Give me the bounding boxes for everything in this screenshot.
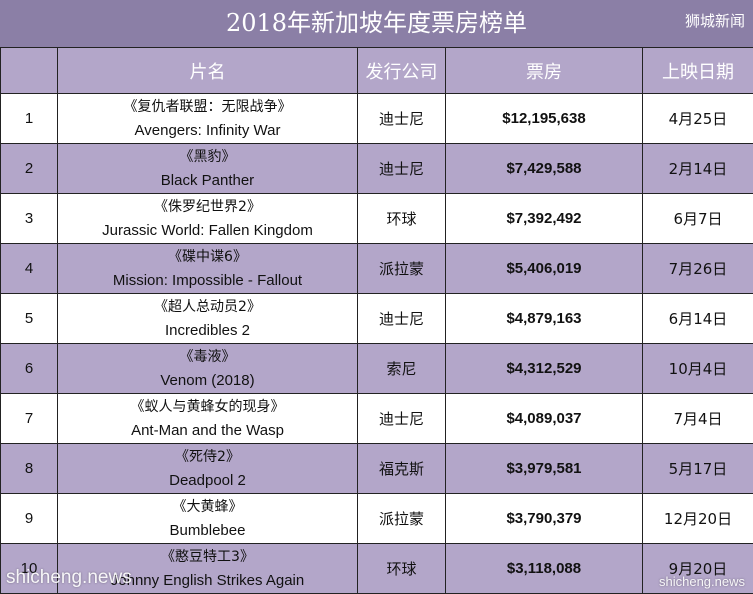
title-cn: 《憨豆特工3》	[161, 548, 254, 565]
release-date-cell: 4月25日	[642, 93, 753, 144]
column-header-title: 片名	[57, 47, 358, 94]
table-row: 3 《侏罗纪世界2》 Jurassic World: Fallen Kingdo…	[0, 193, 753, 244]
rank-cell: 10	[0, 543, 58, 594]
watermark-right: shicheng.news	[659, 574, 745, 589]
gross-cell: $12,195,638	[445, 93, 643, 144]
distributor-cell: 迪士尼	[357, 143, 446, 194]
distributor-cell: 派拉蒙	[357, 243, 446, 294]
rank-cell: 4	[0, 243, 58, 294]
title-cn: 《蚁人与黄蜂女的现身》	[130, 398, 285, 415]
release-date-cell: 9月20日	[642, 543, 753, 594]
title-bar	[0, 0, 753, 47]
table-row: 2 《黑豹》 Black Panther 迪士尼 $7,429,588 2月14…	[0, 143, 753, 194]
rank-cell: 2	[0, 143, 58, 194]
page-title: 2018年新加坡年度票房榜单	[225, 9, 528, 37]
rank-cell: 1	[0, 93, 58, 144]
title-en: Venom (2018)	[160, 371, 255, 389]
rank-cell: 5	[0, 293, 58, 344]
release-date-cell: 6月14日	[642, 293, 753, 344]
title-cn: 《死侍2》	[175, 448, 240, 465]
distributor-cell: 派拉蒙	[357, 493, 446, 544]
column-header-gross: 票房	[445, 47, 643, 94]
column-header-rank	[0, 47, 58, 94]
rank-cell: 3	[0, 193, 58, 244]
gross-cell: $7,392,492	[445, 193, 643, 244]
title-cn: 《黑豹》	[179, 148, 236, 165]
release-date-cell: 7月26日	[642, 243, 753, 294]
title-cn: 《毒液》	[179, 348, 236, 365]
title-en: Black Panther	[160, 171, 255, 189]
watermark-left: shicheng.news	[6, 567, 132, 588]
table-row: 9 《大黄蜂》 Bumblebee 派拉蒙 $3,790,379 12月20日	[0, 493, 753, 544]
table-row: 1 《复仇者联盟：无限战争》 Avengers: Infinity War 迪士…	[0, 93, 753, 144]
title-en: Mission: Impossible - Fallout	[112, 271, 303, 289]
gross-cell: $3,118,088	[445, 543, 643, 594]
rank-cell: 9	[0, 493, 58, 544]
distributor-cell: 福克斯	[357, 443, 446, 494]
release-date-cell: 6月7日	[642, 193, 753, 244]
title-cell: 《黑豹》 Black Panther	[57, 143, 358, 194]
gross-cell: $4,089,037	[445, 393, 643, 444]
distributor-cell: 环球	[357, 543, 446, 594]
table-row: 4 《碟中谍6》 Mission: Impossible - Fallout 派…	[0, 243, 753, 294]
column-header-distributor: 发行公司	[357, 47, 446, 94]
title-cn: 《大黄蜂》	[172, 498, 243, 515]
title-cell: 《蚁人与黄蜂女的现身》 Ant-Man and the Wasp	[57, 393, 358, 444]
release-date-cell: 10月4日	[642, 343, 753, 394]
title-cn: 《复仇者联盟：无限战争》	[123, 98, 292, 115]
table-row: 7 《蚁人与黄蜂女的现身》 Ant-Man and the Wasp 迪士尼 $…	[0, 393, 753, 444]
title-cell: 《复仇者联盟：无限战争》 Avengers: Infinity War	[57, 93, 358, 144]
release-date-cell: 2月14日	[642, 143, 753, 194]
distributor-cell: 迪士尼	[357, 93, 446, 144]
rank-cell: 8	[0, 443, 58, 494]
table-row: 6 《毒液》 Venom (2018) 索尼 $4,312,529 10月4日	[0, 343, 753, 394]
title-en: Jurassic World: Fallen Kingdom	[102, 221, 313, 239]
title-en: Johnny English Strikes Again	[110, 571, 305, 589]
box-office-table: 片名 发行公司 票房 上映日期 1 《复仇者联盟：无限战争》 Avengers:…	[0, 47, 753, 594]
distributor-cell: 迪士尼	[357, 393, 446, 444]
title-cell: 《死侍2》 Deadpool 2	[57, 443, 358, 494]
release-date-cell: 12月20日	[642, 493, 753, 544]
title-cell: 《毒液》 Venom (2018)	[57, 343, 358, 394]
gross-cell: $4,312,529	[445, 343, 643, 394]
release-date-cell: 5月17日	[642, 443, 753, 494]
source-tag: 狮城新闻	[684, 12, 745, 30]
distributor-cell: 索尼	[357, 343, 446, 394]
gross-cell: $3,790,379	[445, 493, 643, 544]
title-cell: 《大黄蜂》 Bumblebee	[57, 493, 358, 544]
release-date-cell: 7月4日	[642, 393, 753, 444]
column-header-release-date: 上映日期	[642, 47, 753, 94]
title-cell: 《侏罗纪世界2》 Jurassic World: Fallen Kingdom	[57, 193, 358, 244]
table-row: 5 《超人总动员2》 Incredibles 2 迪士尼 $4,879,163 …	[0, 293, 753, 344]
rank-cell: 6	[0, 343, 58, 394]
table-row: 8 《死侍2》 Deadpool 2 福克斯 $3,979,581 5月17日	[0, 443, 753, 494]
table-row: 10 《憨豆特工3》 Johnny English Strikes Again …	[0, 543, 753, 594]
title-cell: 《憨豆特工3》 Johnny English Strikes Again	[57, 543, 358, 594]
title-cell: 《超人总动员2》 Incredibles 2	[57, 293, 358, 344]
title-cn: 《超人总动员2》	[154, 298, 261, 315]
title-en: Deadpool 2	[169, 471, 246, 489]
distributor-cell: 迪士尼	[357, 293, 446, 344]
gross-cell: $5,406,019	[445, 243, 643, 294]
gross-cell: $4,879,163	[445, 293, 643, 344]
title-cell: 《碟中谍6》 Mission: Impossible - Fallout	[57, 243, 358, 294]
table-header-row: 片名 发行公司 票房 上映日期	[0, 47, 753, 94]
title-en: Incredibles 2	[164, 321, 251, 339]
title-en: Bumblebee	[169, 521, 246, 539]
rank-cell: 7	[0, 393, 58, 444]
title-cn: 《碟中谍6》	[168, 248, 247, 265]
title-en: Avengers: Infinity War	[134, 121, 281, 139]
gross-cell: $7,429,588	[445, 143, 643, 194]
distributor-cell: 环球	[357, 193, 446, 244]
title-cn: 《侏罗纪世界2》	[154, 198, 261, 215]
gross-cell: $3,979,581	[445, 443, 643, 494]
title-en: Ant-Man and the Wasp	[131, 421, 284, 439]
